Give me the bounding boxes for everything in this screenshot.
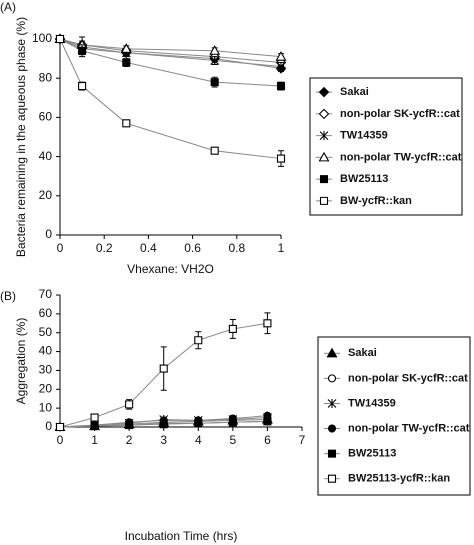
legend-label: TW14359 bbox=[348, 397, 396, 409]
y-tick-label: 10 bbox=[39, 400, 53, 414]
y-tick-label: 50 bbox=[39, 325, 53, 339]
y-tick-label: 20 bbox=[39, 381, 53, 395]
marker bbox=[263, 417, 272, 426]
x-tick-label: 4 bbox=[195, 433, 202, 447]
legend-box bbox=[317, 336, 471, 496]
x-tick-label: 2 bbox=[126, 433, 133, 447]
marker bbox=[125, 421, 134, 430]
marker bbox=[194, 336, 203, 345]
marker bbox=[263, 319, 272, 328]
x-tick-label: 0.8 bbox=[228, 241, 245, 255]
x-tick-label: 1 bbox=[278, 241, 285, 255]
x-axis-label: Incubation Time (hrs) bbox=[125, 529, 238, 543]
marker bbox=[275, 51, 287, 61]
marker bbox=[326, 347, 338, 358]
y-tick-label: 40 bbox=[39, 344, 53, 358]
marker bbox=[228, 418, 237, 427]
legend-label: non-polar TW-ycfR::cat bbox=[340, 151, 462, 163]
marker bbox=[318, 86, 330, 98]
marker bbox=[78, 46, 87, 55]
y-tick-label: 20 bbox=[39, 188, 53, 202]
marker bbox=[125, 400, 134, 409]
y-tick-label: 80 bbox=[39, 70, 53, 84]
marker bbox=[122, 119, 131, 128]
legend-label: Sakai bbox=[340, 86, 369, 98]
legend-label: TW14359 bbox=[340, 130, 388, 142]
marker bbox=[210, 78, 219, 87]
marker bbox=[327, 449, 337, 458]
x-axis-label: Vhexane: VH2O bbox=[127, 262, 214, 276]
legend-label: BW25113 bbox=[340, 173, 388, 185]
x-tick-label: 0.2 bbox=[96, 241, 113, 255]
marker bbox=[159, 364, 168, 373]
marker bbox=[209, 45, 221, 55]
x-tick-label: 3 bbox=[160, 433, 167, 447]
x-tick-label: 5 bbox=[230, 433, 237, 447]
marker bbox=[90, 422, 99, 431]
marker bbox=[318, 108, 330, 120]
marker bbox=[55, 34, 65, 44]
legend-label: BW-ycfR::kan bbox=[340, 195, 412, 207]
x-tick-label: 0.6 bbox=[184, 241, 201, 255]
y-tick-label: 60 bbox=[39, 110, 53, 124]
y-tick-label: 0 bbox=[45, 419, 52, 433]
y-axis-label: Aggregation (%) bbox=[14, 318, 28, 405]
legend-label: non-polar SK-ycfR::cat bbox=[348, 372, 468, 384]
marker bbox=[120, 43, 132, 53]
x-tick-label: 0.4 bbox=[140, 241, 157, 255]
y-tick-label: 60 bbox=[39, 306, 53, 320]
y-axis-label: Bacteria remaining in the aqueous phase … bbox=[14, 17, 28, 257]
marker bbox=[327, 474, 337, 483]
marker bbox=[327, 374, 337, 383]
y-tick-label: 40 bbox=[39, 149, 53, 163]
marker bbox=[210, 56, 220, 66]
marker bbox=[276, 61, 286, 71]
marker bbox=[327, 424, 337, 433]
x-tick-label: 6 bbox=[264, 433, 271, 447]
legend-label: non-polar SK-ycfR::cat bbox=[340, 108, 460, 120]
marker bbox=[276, 81, 286, 91]
marker bbox=[319, 131, 329, 141]
marker bbox=[319, 196, 329, 205]
x-tick-label: 0 bbox=[57, 241, 64, 255]
marker bbox=[90, 413, 99, 422]
y-tick-label: 0 bbox=[45, 227, 52, 241]
marker bbox=[319, 175, 329, 184]
series-line bbox=[59, 38, 282, 67]
marker bbox=[122, 58, 131, 67]
marker bbox=[194, 419, 203, 428]
legend-box bbox=[309, 77, 463, 216]
legend-label: BW25113-ycfR::kan bbox=[348, 473, 450, 485]
x-tick-label: 0 bbox=[57, 433, 64, 447]
marker bbox=[327, 398, 337, 408]
y-tick-label: 30 bbox=[39, 363, 53, 377]
marker bbox=[159, 420, 168, 429]
y-tick-label: 70 bbox=[39, 287, 53, 301]
x-tick-label: 7 bbox=[299, 433, 306, 447]
marker bbox=[228, 324, 237, 333]
legend-label: BW25113 bbox=[348, 448, 396, 460]
series-line bbox=[59, 38, 282, 64]
marker bbox=[78, 81, 87, 91]
marker bbox=[55, 422, 65, 432]
marker bbox=[276, 154, 286, 163]
legend-label: Sakai bbox=[348, 347, 377, 359]
marker bbox=[318, 151, 330, 162]
panel-label: (B) bbox=[0, 289, 16, 303]
legend-label: non-polar TW-ycfR::cat bbox=[348, 422, 470, 434]
x-tick-label: 1 bbox=[91, 433, 98, 447]
marker bbox=[210, 146, 219, 155]
panel-label: (A) bbox=[0, 0, 16, 14]
y-tick-label: 100 bbox=[32, 31, 52, 45]
